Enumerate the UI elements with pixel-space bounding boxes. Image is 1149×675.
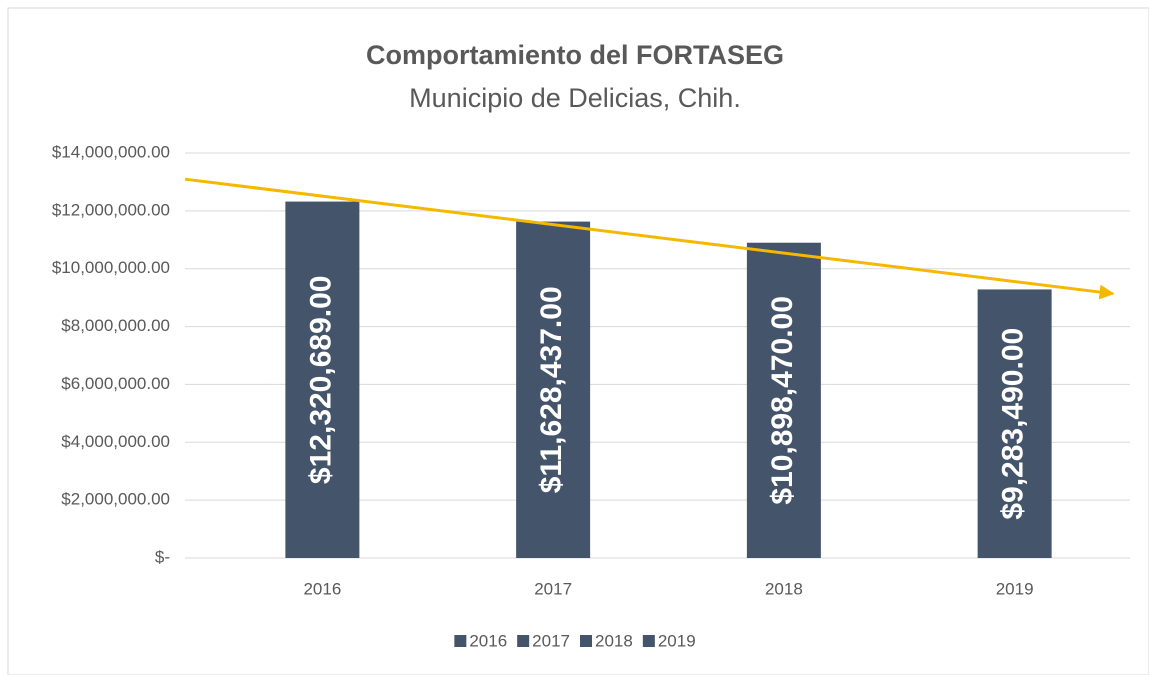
bar — [977, 289, 1052, 558]
y-tick-label: $- — [155, 547, 170, 566]
data-label: $11,628,437.00 — [535, 286, 568, 493]
legend-swatch — [454, 635, 467, 647]
legend-label: 2019 — [658, 631, 696, 650]
y-tick-label: $10,000,000.00 — [52, 258, 170, 277]
x-tick-label: 2016 — [303, 579, 341, 598]
x-tick-label: 2018 — [765, 579, 803, 598]
data-label: $9,283,490.00 — [997, 328, 1030, 520]
legend-label: 2017 — [532, 631, 570, 650]
legend-swatch — [642, 635, 655, 647]
bar — [285, 201, 360, 558]
y-tick-label: $8,000,000.00 — [61, 316, 170, 335]
legend-swatch — [517, 635, 530, 647]
data-label: $10,898,470.00 — [766, 296, 799, 505]
chart-subtitle: Municipio de Delicias, Chih. — [409, 83, 741, 113]
chart-title: Comportamiento del FORTASEG — [366, 40, 784, 70]
y-tick-label: $14,000,000.00 — [52, 142, 170, 161]
y-tick-label: $4,000,000.00 — [61, 432, 170, 451]
legend-swatch — [580, 635, 592, 647]
x-tick-label: 2017 — [534, 579, 572, 598]
x-tick-label: 2019 — [996, 579, 1034, 598]
legend-label: 2016 — [469, 631, 507, 650]
y-tick-label: $2,000,000.00 — [61, 490, 170, 509]
bar — [746, 242, 821, 558]
trendline — [184, 177, 1115, 300]
legend-label: 2018 — [595, 631, 633, 650]
y-tick-label: $12,000,000.00 — [52, 200, 170, 219]
bar — [516, 221, 591, 558]
data-label: $12,320,689.00 — [304, 276, 337, 485]
y-tick-label: $6,000,000.00 — [61, 374, 170, 393]
